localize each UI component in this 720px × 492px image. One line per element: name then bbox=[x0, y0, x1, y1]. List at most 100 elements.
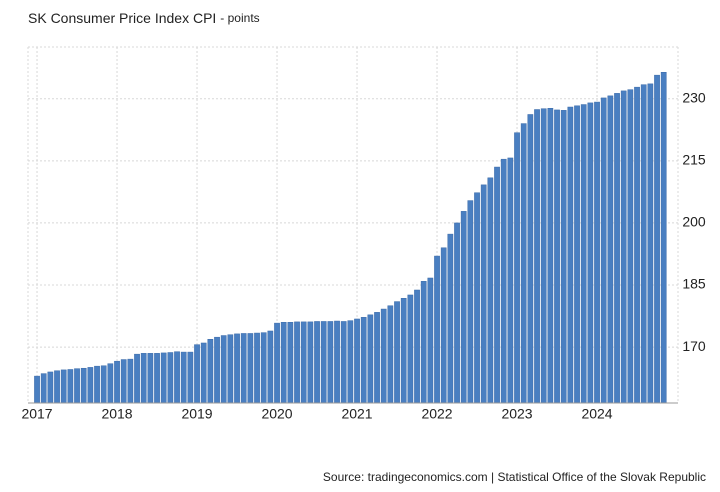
bar bbox=[494, 166, 500, 404]
source: Source: tradingeconomics.com | Statistic… bbox=[323, 470, 706, 484]
bar bbox=[187, 351, 194, 404]
bar bbox=[114, 360, 120, 404]
bar bbox=[447, 233, 454, 404]
bar bbox=[134, 353, 140, 404]
bar bbox=[354, 318, 360, 404]
bar bbox=[380, 308, 387, 404]
bar bbox=[587, 102, 594, 404]
bar bbox=[147, 353, 154, 404]
y-tick-label: 170 bbox=[682, 338, 706, 354]
bar bbox=[514, 132, 520, 404]
bar bbox=[594, 101, 600, 404]
bar bbox=[67, 369, 74, 404]
bar bbox=[507, 157, 514, 404]
bar bbox=[454, 222, 460, 404]
bar bbox=[80, 367, 87, 404]
x-tick-label: 2022 bbox=[421, 406, 452, 422]
bar bbox=[254, 332, 260, 404]
x-tick-label: 2019 bbox=[181, 406, 212, 422]
bar bbox=[287, 322, 294, 404]
subtitle: - points bbox=[220, 11, 259, 25]
bar bbox=[567, 106, 574, 404]
bar bbox=[87, 367, 94, 404]
x-tick-label: 2017 bbox=[21, 406, 52, 422]
chart-title: SK Consumer Price Index CPI - points bbox=[28, 10, 260, 26]
bar bbox=[100, 365, 107, 404]
bar bbox=[227, 334, 234, 404]
bar bbox=[234, 333, 240, 404]
bar bbox=[467, 200, 474, 404]
y-tick-label: 200 bbox=[682, 214, 706, 230]
bar bbox=[347, 320, 354, 404]
bar bbox=[314, 321, 320, 404]
bar bbox=[280, 322, 287, 404]
bar bbox=[634, 86, 640, 404]
bar bbox=[400, 298, 407, 404]
bar bbox=[520, 123, 527, 404]
bar bbox=[440, 247, 447, 404]
bar bbox=[660, 72, 667, 404]
bar bbox=[260, 332, 267, 404]
bar bbox=[120, 359, 127, 404]
bar bbox=[500, 158, 507, 404]
bar bbox=[220, 335, 227, 404]
bar bbox=[140, 353, 147, 404]
bar bbox=[320, 321, 327, 404]
bar bbox=[300, 321, 307, 404]
bar bbox=[374, 312, 380, 404]
bar bbox=[540, 108, 547, 404]
bar bbox=[580, 104, 587, 404]
bar bbox=[647, 83, 654, 404]
bar bbox=[214, 336, 220, 404]
bar bbox=[34, 375, 40, 404]
x-tick-label: 2023 bbox=[501, 406, 532, 422]
y-tick-label: 230 bbox=[682, 89, 706, 105]
bar bbox=[474, 192, 480, 404]
bar bbox=[94, 365, 100, 404]
bar bbox=[160, 352, 167, 404]
bar bbox=[174, 351, 180, 404]
x-tick-label: 2018 bbox=[101, 406, 132, 422]
bar bbox=[40, 373, 47, 404]
bar bbox=[654, 74, 660, 404]
bar bbox=[294, 321, 300, 404]
bar bbox=[60, 369, 67, 404]
y-tick-label: 215 bbox=[682, 152, 706, 168]
bar bbox=[534, 109, 540, 404]
bar bbox=[107, 363, 114, 404]
bar bbox=[154, 353, 160, 404]
bar bbox=[207, 339, 214, 404]
bar bbox=[54, 370, 60, 404]
bar bbox=[387, 305, 394, 404]
x-tick-label: 2020 bbox=[261, 406, 292, 422]
bar bbox=[620, 90, 627, 404]
bar bbox=[627, 89, 634, 404]
bar bbox=[367, 314, 374, 404]
bar bbox=[47, 371, 54, 404]
bar bbox=[74, 368, 80, 404]
bar bbox=[420, 281, 427, 404]
bar bbox=[334, 320, 340, 404]
bar bbox=[407, 294, 414, 404]
bar bbox=[560, 110, 567, 404]
bar bbox=[127, 358, 134, 404]
bar bbox=[340, 321, 347, 404]
bar bbox=[554, 109, 560, 404]
bar bbox=[614, 93, 620, 404]
bar bbox=[574, 105, 580, 404]
bar bbox=[167, 352, 174, 404]
bar bbox=[607, 95, 614, 404]
bar bbox=[547, 108, 554, 404]
bar bbox=[600, 97, 607, 404]
bar bbox=[487, 177, 494, 404]
bar bbox=[527, 114, 534, 404]
bar bbox=[460, 211, 467, 404]
bar bbox=[240, 333, 247, 404]
bar bbox=[414, 289, 420, 404]
bar bbox=[200, 342, 207, 404]
bar bbox=[427, 277, 434, 404]
x-tick-label: 2024 bbox=[581, 406, 612, 422]
bar bbox=[194, 344, 200, 404]
bar bbox=[267, 330, 274, 404]
